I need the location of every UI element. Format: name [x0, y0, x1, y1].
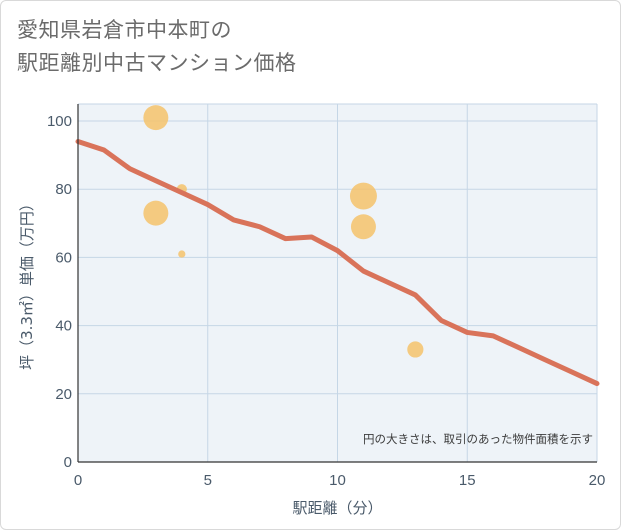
- y-tick-label-0: 0: [64, 454, 72, 471]
- bubble-point-0: [143, 105, 169, 131]
- tick-labels: 0 20 40 60 80 100 0 5 10 15 20: [47, 113, 605, 489]
- bubble-point-1: [143, 200, 169, 226]
- x-tick-label-0: 0: [74, 472, 82, 489]
- axes: [77, 104, 597, 463]
- bubble-point-5: [350, 214, 376, 240]
- bubble-point-4: [349, 182, 377, 210]
- trend-line: [75, 139, 600, 387]
- bubble-size-note: 円の大きさは、取引のあった物件面積を示す: [363, 432, 593, 446]
- y-tick-label-80: 80: [55, 181, 72, 198]
- y-tick-label-20: 20: [55, 386, 72, 403]
- x-axis-label: 駅距離（分）: [292, 499, 382, 517]
- chart-title-line2: 駅距離別中古マンション価格: [17, 51, 297, 75]
- bubble-point-3: [178, 250, 186, 258]
- chart-title: 愛知県岩倉市中本町の 駅距離別中古マンション価格: [17, 14, 297, 80]
- y-tick-label-40: 40: [55, 318, 72, 335]
- trend-line-group: [75, 139, 600, 387]
- chart-title-line1: 愛知県岩倉市中本町の: [17, 18, 232, 42]
- x-tick-label-10: 10: [329, 472, 346, 489]
- x-tick-label-20: 20: [589, 472, 606, 489]
- y-tick-label-60: 60: [55, 249, 72, 266]
- x-tick-label-5: 5: [204, 472, 212, 489]
- bubble-point-6: [407, 341, 424, 358]
- bubble-series: [143, 105, 424, 358]
- y-axis-label: 坪（3.3㎡）単価（万円）: [18, 196, 36, 370]
- x-tick-label-15: 15: [459, 472, 476, 489]
- y-tick-label-100: 100: [47, 113, 72, 130]
